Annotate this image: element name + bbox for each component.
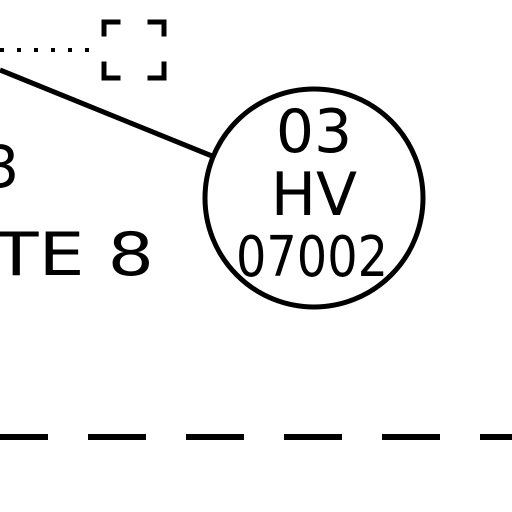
leader-line xyxy=(0,67,213,159)
tag-line-1: 03 xyxy=(276,97,352,167)
label-fragment-lower: TE 8 xyxy=(0,220,154,290)
tag-line-2: HV xyxy=(271,160,357,230)
tag-circle xyxy=(202,86,426,310)
label-fragment-upper: 3 xyxy=(0,133,19,201)
tag-line-3: 07002 xyxy=(236,225,388,290)
dashed-box xyxy=(101,19,167,81)
